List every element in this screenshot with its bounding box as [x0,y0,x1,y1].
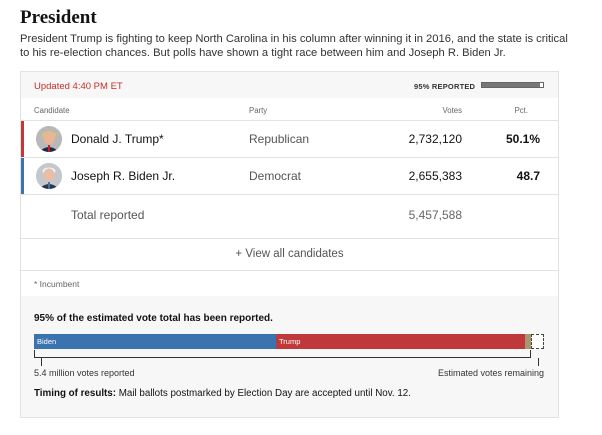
intro-text: President Trump is fighting to keep Nort… [20,33,568,59]
column-header-party: Party [249,106,268,115]
candidate-name: Donald J. Trump* [71,132,164,146]
trump-bar-label: Trump [279,337,301,346]
timing-label: Timing of results: [34,388,117,399]
total-label: Total reported [71,208,145,222]
candidate-votes: 2,655,383 [408,169,462,183]
votes-remaining-label: Estimated votes remaining [437,368,544,378]
results-card: Updated 4:40 PM ET 95% REPORTED Candidat… [20,71,559,418]
party-color-strip [21,158,24,194]
biden-avatar [36,163,62,189]
total-votes: 5,457,588 [408,208,462,222]
reported-label: 95% REPORTED [414,82,476,91]
page-title: President [20,7,97,28]
candidate-party: Republican [249,132,310,146]
table-row-total: Total reported 5,457,588 [21,194,558,238]
candidate-party: Democrat [249,169,302,183]
reported-progress-fill [482,83,540,87]
remaining-tick [538,358,539,366]
table-row-biden: Joseph R. Biden Jr. Democrat 2,655,383 4… [21,157,558,194]
estimate-section: 95% of the estimated vote total has been… [21,296,558,417]
trump-avatar [36,126,62,152]
party-color-strip [21,121,24,157]
reported-bracket [34,350,531,358]
trump-bar-segment: Trump [276,334,525,349]
reported-tick [41,358,42,366]
remaining-bar-segment [531,334,544,349]
column-header-candidate: Candidate [34,106,70,115]
biden-bar-segment: Biden [34,334,276,349]
table-row-trump: Donald J. Trump* Republican 2,732,120 50… [21,120,558,157]
candidate-votes: 2,732,120 [408,132,462,146]
votes-reported-label: 5.4 million votes reported [34,368,135,378]
timing-text: Mail ballots postmarked by Election Day … [116,388,411,399]
view-all-candidates-button[interactable]: + View all candidates [21,238,558,271]
biden-bar-label: Biden [37,337,57,346]
estimate-title: 95% of the estimated vote total has been… [34,313,273,324]
vote-share-bar: Biden Trump [34,334,544,351]
column-header-pct: Pct. [514,106,528,115]
other-bar-segment [525,334,531,349]
incumbent-footnote: * Incumbent [34,279,80,289]
candidate-name: Joseph R. Biden Jr. [71,169,176,183]
column-header-votes: Votes [442,106,462,115]
candidate-pct: 50.1% [505,132,540,146]
candidate-pct: 48.7 [516,169,540,183]
updated-time: Updated 4:40 PM ET [34,81,123,92]
status-bar: Updated 4:40 PM ET 95% REPORTED [21,72,558,98]
timing-note: Timing of results: Mail ballots postmark… [34,388,411,399]
reported-progress-bar [481,82,544,88]
